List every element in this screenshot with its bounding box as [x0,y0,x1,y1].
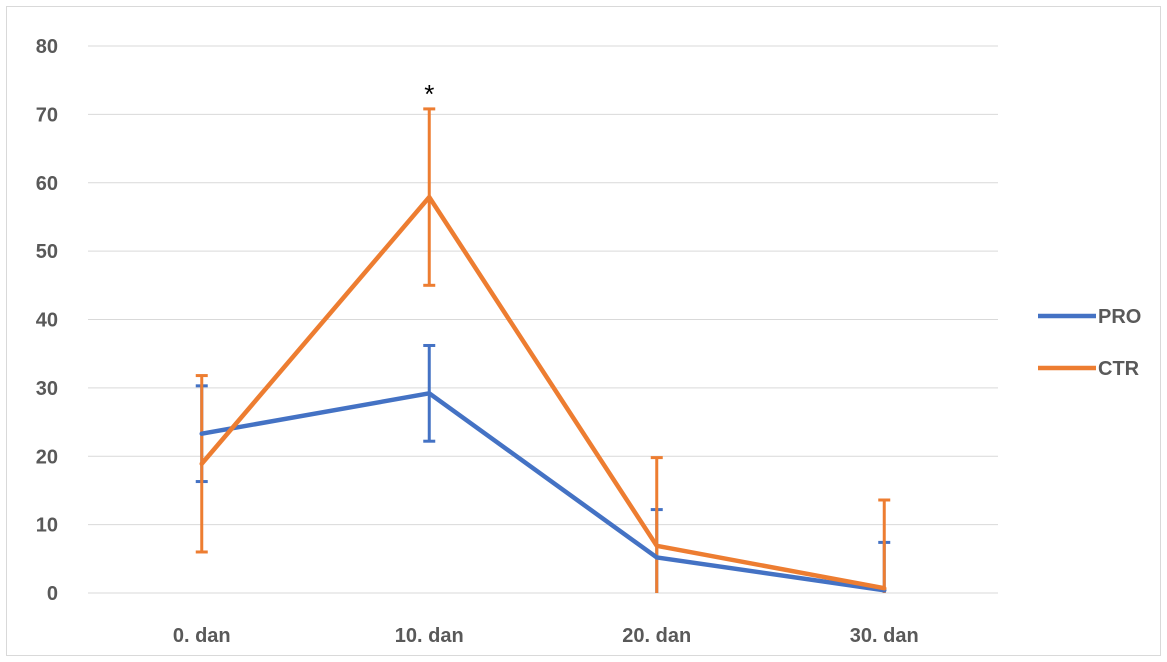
error-bar-ctr-3 [878,498,891,593]
significance-annotation-0: * [424,79,434,109]
legend-label-pro: PRO [1098,306,1141,328]
y-tick-label-30: 30 [36,378,58,400]
y-tick-label-50: 50 [36,241,58,263]
x-tick-label-1: 10. dan [395,625,464,647]
legend-entry-ctr: CTR [1038,358,1140,380]
x-axis-tick-labels: 0. dan 10. dan 20. dan 30. dan [173,625,919,647]
series-line-ctr [199,194,887,591]
legend-entry-pro: PRO [1038,306,1141,328]
legend: PRO CTR [1038,306,1141,380]
x-tick-label-0: 0. dan [173,625,231,647]
x-tick-label-3: 30. dan [850,625,919,647]
y-tick-label-60: 60 [36,173,58,195]
y-tick-label-0: 0 [47,583,58,605]
y-tick-label-80: 80 [36,36,58,58]
legend-label-ctr: CTR [1098,358,1140,380]
series-lines [199,194,887,593]
y-tick-label-70: 70 [36,104,58,126]
error-bar-ctr-2 [650,456,663,593]
y-axis-tick-labels: 0 10 20 30 40 50 60 70 80 [36,36,58,605]
series-line-pro [199,391,887,593]
gridlines [88,45,998,594]
y-tick-label-40: 40 [36,310,58,332]
annotations: * [424,79,434,109]
y-tick-label-20: 20 [36,446,58,468]
x-tick-label-2: 20. dan [622,625,691,647]
y-tick-label-10: 10 [36,515,58,537]
